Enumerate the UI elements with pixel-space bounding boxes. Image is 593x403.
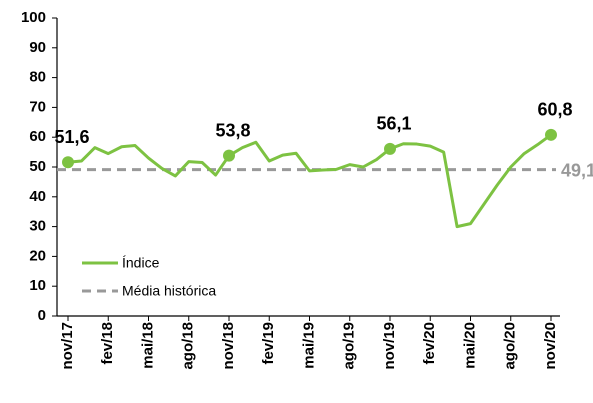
data-label: 56,1 bbox=[376, 114, 411, 134]
x-tick-label: mai/18 bbox=[139, 322, 156, 369]
x-tick-label: fev/20 bbox=[421, 322, 438, 365]
y-tick-label: 90 bbox=[29, 39, 46, 56]
data-point bbox=[545, 128, 557, 141]
series-line bbox=[67, 133, 552, 229]
y-tick-label: 20 bbox=[29, 247, 46, 264]
y-tick-label: 30 bbox=[29, 218, 46, 235]
data-label: 60,8 bbox=[537, 100, 572, 120]
x-tick-label: mai/20 bbox=[461, 322, 478, 369]
x-tick-label: nov/20 bbox=[542, 322, 559, 370]
x-tick-label: fev/18 bbox=[99, 322, 116, 365]
x-tick-label: ago/19 bbox=[341, 322, 358, 370]
reference-label: 49,1 bbox=[561, 160, 593, 180]
x-tick-label: nov/19 bbox=[381, 322, 398, 370]
data-point bbox=[62, 156, 74, 169]
x-tick-label: fev/19 bbox=[260, 322, 277, 365]
y-tick-label: 0 bbox=[38, 307, 46, 324]
data-label: 53,8 bbox=[215, 120, 250, 140]
x-tick-label: mai/19 bbox=[300, 322, 317, 369]
y-tick-label: 40 bbox=[29, 188, 46, 205]
x-tick-label: ago/18 bbox=[180, 322, 197, 370]
x-tick-label: nov/18 bbox=[220, 322, 237, 370]
y-tick-label: 50 bbox=[29, 158, 46, 175]
data-point bbox=[384, 142, 396, 155]
y-tick-label: 100 bbox=[21, 9, 46, 26]
y-tick-label: 70 bbox=[29, 98, 46, 115]
x-tick-label: nov/17 bbox=[59, 322, 76, 370]
legend-label: Índice bbox=[122, 255, 160, 271]
y-tick-label: 60 bbox=[29, 128, 46, 145]
y-tick-label: 80 bbox=[29, 69, 46, 86]
x-tick-label: ago/20 bbox=[502, 322, 519, 370]
data-label: 51,6 bbox=[54, 127, 89, 147]
y-tick-label: 10 bbox=[29, 277, 46, 294]
legend-label: Média histórica bbox=[122, 283, 216, 299]
data-point bbox=[223, 149, 235, 162]
